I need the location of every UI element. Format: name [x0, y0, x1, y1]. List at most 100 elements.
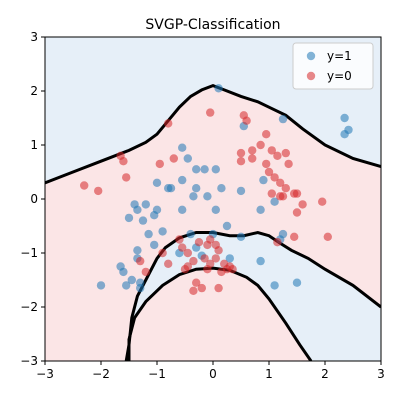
data-point	[222, 221, 232, 231]
data-point	[292, 278, 302, 287]
data-point	[284, 159, 293, 169]
data-point	[242, 116, 251, 125]
data-point	[164, 184, 173, 193]
data-point	[200, 254, 209, 263]
data-point	[200, 165, 209, 174]
data-point	[267, 146, 276, 155]
data-point	[164, 259, 173, 268]
data-point	[281, 184, 290, 193]
data-point	[136, 256, 145, 266]
data-point	[152, 178, 162, 187]
region-class-0-bottom	[129, 268, 311, 361]
data-point	[278, 192, 288, 201]
data-point	[270, 173, 279, 182]
y-axis: −3 −2 −1 0 1 2 3	[20, 30, 45, 368]
data-point	[267, 189, 276, 198]
data-point	[194, 238, 204, 247]
data-point	[144, 229, 153, 239]
data-point	[273, 151, 282, 160]
data-point	[256, 140, 265, 150]
data-point	[248, 154, 257, 163]
data-point	[183, 154, 192, 163]
data-point	[211, 165, 220, 174]
decision-boundary-1	[45, 83, 381, 185]
series-y=0	[80, 108, 332, 295]
legend-marker	[306, 51, 316, 61]
data-point	[206, 235, 215, 244]
data-point	[344, 125, 353, 135]
data-point	[192, 184, 201, 193]
data-point	[211, 205, 220, 214]
data-point	[127, 275, 136, 285]
data-point	[150, 211, 159, 220]
decision-boundary-3	[127, 266, 313, 361]
data-point	[178, 243, 187, 252]
x-tick-label: 3	[377, 367, 385, 381]
plot-area	[44, 36, 382, 362]
data-point	[278, 114, 288, 124]
data-point	[206, 108, 215, 117]
data-point	[178, 175, 187, 185]
data-point	[270, 281, 279, 290]
data-point	[262, 130, 271, 139]
data-point	[96, 281, 106, 290]
data-point	[124, 213, 134, 223]
y-tick-label: −2	[20, 300, 38, 314]
data-point	[203, 192, 212, 201]
data-point	[290, 189, 299, 198]
data-point	[138, 216, 148, 225]
data-point	[136, 283, 145, 293]
data-point	[119, 157, 128, 166]
data-point	[281, 148, 290, 158]
data-point	[214, 84, 223, 93]
legend-label: y=0	[327, 69, 352, 83]
data-point	[323, 232, 332, 241]
y-tick-label: 1	[30, 138, 38, 152]
y-tick-label: 2	[30, 84, 38, 98]
data-point	[192, 278, 201, 287]
data-point	[80, 181, 89, 190]
data-point	[178, 143, 187, 152]
data-point	[94, 186, 103, 196]
data-point	[225, 262, 234, 271]
data-point	[290, 232, 299, 241]
data-point	[236, 157, 246, 166]
data-point	[298, 200, 307, 209]
y-tick-label: 3	[30, 30, 38, 44]
data-point	[116, 262, 125, 271]
data-point	[141, 267, 150, 277]
data-point	[133, 246, 142, 255]
data-point	[256, 205, 265, 214]
legend: y=1y=0	[292, 42, 374, 90]
data-point	[122, 173, 131, 182]
plot-content	[45, 37, 381, 361]
data-point	[264, 167, 274, 177]
x-tick-label: −1	[148, 367, 166, 381]
data-point	[189, 192, 198, 201]
data-point	[189, 286, 198, 295]
data-point	[236, 186, 246, 196]
data-point	[276, 178, 285, 187]
data-point	[236, 232, 246, 241]
data-point	[211, 240, 220, 250]
data-point	[150, 240, 159, 250]
data-point	[273, 238, 282, 247]
data-point	[192, 165, 201, 174]
data-point	[225, 254, 234, 263]
data-point	[197, 283, 206, 293]
data-point	[318, 197, 327, 206]
data-point	[248, 146, 257, 155]
data-point	[141, 200, 150, 209]
data-point	[214, 283, 223, 293]
data-point	[217, 184, 226, 193]
legend-marker	[306, 71, 316, 81]
x-axis: −3 −2 −1 0 1 2 3	[36, 361, 385, 381]
y-tick-label: −3	[20, 354, 38, 368]
data-point	[158, 227, 167, 236]
data-point	[180, 265, 190, 274]
decision-boundary-2	[124, 230, 381, 361]
data-point	[340, 113, 349, 123]
region-class-0-band	[45, 85, 381, 361]
data-point	[122, 281, 131, 290]
